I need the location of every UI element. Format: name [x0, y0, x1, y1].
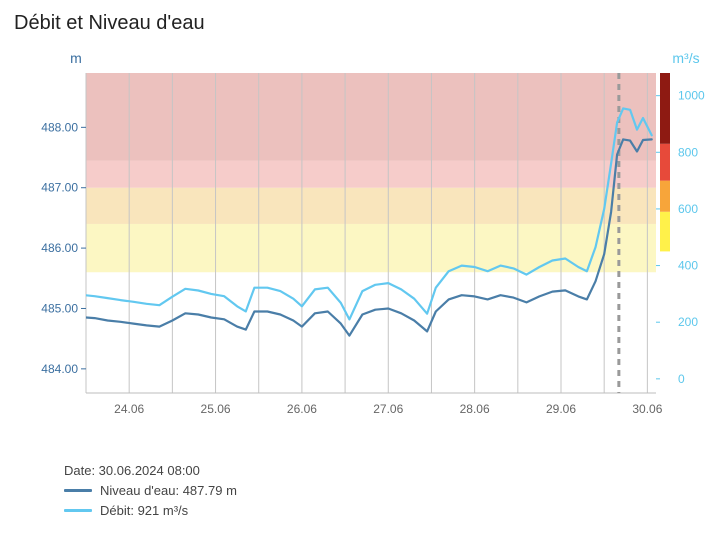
svg-text:27.06: 27.06 — [373, 402, 403, 416]
svg-text:26.06: 26.06 — [287, 402, 317, 416]
svg-text:488.00: 488.00 — [41, 120, 78, 134]
legend-date: Date: 30.06.2024 08:00 — [64, 461, 712, 479]
svg-text:600: 600 — [678, 202, 698, 216]
svg-text:486.00: 486.00 — [41, 241, 78, 255]
svg-text:29.06: 29.06 — [546, 402, 576, 416]
legend-niveau: Niveau d'eau: 487.79 m — [64, 481, 712, 499]
svg-text:25.06: 25.06 — [201, 402, 231, 416]
legend-date-text: Date: 30.06.2024 08:00 — [64, 463, 200, 478]
legend: Date: 30.06.2024 08:00 Niveau d'eau: 487… — [64, 461, 712, 519]
chart-container: 484.00 485.00 486.00 487.00 488.00 0 200 400 600… — [14, 43, 712, 453]
svg-text:487.00: 487.00 — [41, 181, 78, 195]
svg-text:200: 200 — [678, 315, 698, 329]
svg-text:28.06: 28.06 — [460, 402, 490, 416]
svg-text:484.00: 484.00 — [41, 362, 78, 376]
chart-svg: 484.00 485.00 486.00 487.00 488.00 0 200 400 600… — [14, 43, 712, 423]
legend-debit-text: Débit: 921 m³/s — [100, 503, 188, 518]
legend-niveau-text: Niveau d'eau: 487.79 m — [100, 483, 237, 498]
legend-niveau-swatch — [64, 489, 92, 492]
chart-title: Débit et Niveau d'eau — [14, 12, 712, 35]
legend-debit: Débit: 921 m³/s — [64, 501, 712, 519]
svg-text:m: m — [70, 50, 82, 66]
svg-text:m³/s: m³/s — [672, 50, 699, 66]
svg-text:24.06: 24.06 — [114, 402, 144, 416]
svg-text:0: 0 — [678, 372, 685, 386]
svg-text:485.00: 485.00 — [41, 301, 78, 315]
legend-debit-swatch — [64, 509, 92, 512]
svg-text:800: 800 — [678, 145, 698, 159]
svg-text:400: 400 — [678, 259, 698, 273]
svg-text:1000: 1000 — [678, 89, 705, 103]
svg-text:30.06: 30.06 — [632, 402, 662, 416]
